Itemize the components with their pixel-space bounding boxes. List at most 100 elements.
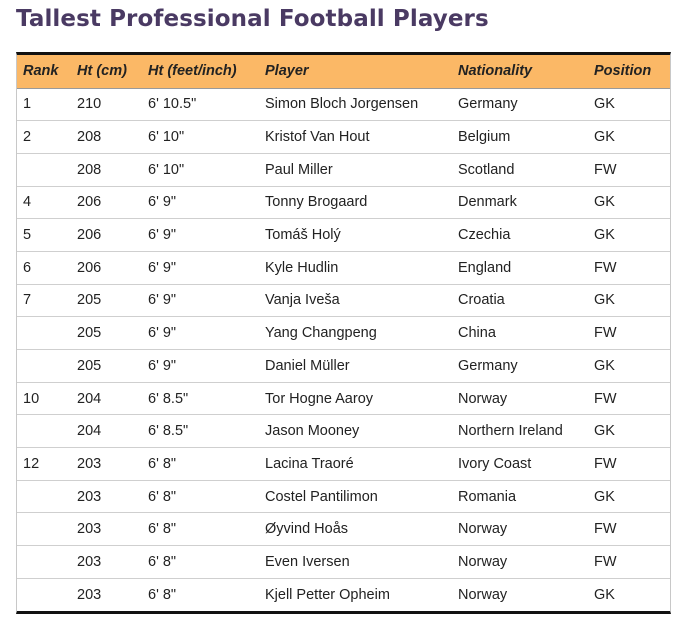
cell-height-feet: 6' 9" xyxy=(142,349,259,383)
page-title: Tallest Professional Football Players xyxy=(16,6,489,32)
cell-height-feet: 6' 8.5" xyxy=(142,382,259,416)
column-header-nationality: Nationality xyxy=(452,55,588,89)
cell-nationality: Norway xyxy=(452,545,588,579)
cell-height-cm: 203 xyxy=(77,586,102,603)
cell-height-cm: 204 xyxy=(71,382,142,416)
cell-player: Kyle Hudlin xyxy=(259,251,452,285)
cell-nationality: Norway xyxy=(458,586,508,603)
cell-nationality: Romania xyxy=(452,480,588,514)
column-header-position: Position xyxy=(588,55,670,89)
table-row: 1 210 6' 10.5" Simon Bloch Jorgensen Germany… xyxy=(17,88,670,122)
cell-rank xyxy=(17,512,71,547)
cell-height-cm: 206 xyxy=(71,218,142,252)
header-row: Rank Ht (cm) Ht (feet/inch) Player Natio… xyxy=(17,55,670,89)
cell-height-feet: 6' 9" xyxy=(142,284,259,318)
cell-height-feet: 6' 10" xyxy=(142,120,259,154)
table-row: 204 6' 8.5" Jason Mooney Northern Ireland GK xyxy=(17,414,670,449)
column-header-rank: Rank xyxy=(17,55,71,89)
cell-nationality: England xyxy=(452,251,588,285)
table-row: 12 203 6' 8" Lacina Traoré Ivory Coast FW xyxy=(17,447,670,481)
column-header-height-cm: Ht (cm) xyxy=(71,55,142,89)
cell-height-cm: 206 xyxy=(71,186,142,220)
cell-position: GK xyxy=(588,186,670,220)
table-row: 203 6' 8" Kjell Petter Opheim Norway GK xyxy=(17,578,670,611)
cell-rank: 1 xyxy=(17,88,71,122)
cell-position: FW xyxy=(588,382,670,416)
table-row: 5 206 6' 9" Tomáš Holý Czechia GK xyxy=(17,218,670,252)
table-row: 6 206 6' 9" Kyle Hudlin England FW xyxy=(17,251,670,285)
cell-position: GK xyxy=(588,414,670,449)
column-header-player: Player xyxy=(259,55,452,89)
cell-height-cm: 203 xyxy=(71,545,142,579)
cell-nationality: Northern Ireland xyxy=(452,414,588,449)
cell-player: Tonny Brogaard xyxy=(259,186,452,220)
cell-rank xyxy=(17,480,71,514)
table-row: 7 205 6' 9" Vanja Iveša Croatia GK xyxy=(17,284,670,318)
cell-nationality: Germany xyxy=(452,349,588,383)
cell-height-cm: 204 xyxy=(71,414,142,449)
cell-nationality: Norway xyxy=(452,512,588,547)
cell-player: Yang Changpeng xyxy=(259,316,452,350)
cell-player: Costel Pantilimon xyxy=(259,480,452,514)
cell-rank: 7 xyxy=(17,284,71,318)
cell-position: FW xyxy=(588,545,670,579)
cell-height-cm: 205 xyxy=(71,284,142,318)
cell-position: FW xyxy=(588,153,670,187)
cell-height-feet: 6' 8" xyxy=(142,480,259,514)
table-body: 1 210 6' 10.5" Simon Bloch Jorgensen Germany… xyxy=(17,88,670,611)
cell-rank: 6 xyxy=(17,251,71,285)
cell-height-cm: 210 xyxy=(71,88,142,122)
table-row: 208 6' 10" Paul Miller Scotland FW xyxy=(17,153,670,187)
cell-position: FW xyxy=(588,251,670,285)
cell-nationality: Norway xyxy=(452,382,588,416)
cell-height-cm: 203 xyxy=(71,447,142,481)
cell-height-feet: 6' 10.5" xyxy=(142,88,259,122)
cell-player: Daniel Müller xyxy=(259,349,452,383)
cell-position: GK xyxy=(588,88,670,122)
cell-rank xyxy=(17,153,71,187)
cell-rank: 4 xyxy=(17,186,71,220)
cell-nationality: Scotland xyxy=(452,153,588,187)
cell-nationality: Germany xyxy=(452,88,588,122)
table-row: 2 208 6' 10" Kristof Van Hout Belgium GK xyxy=(17,120,670,154)
cell-height-cm: 203 xyxy=(71,480,142,514)
cell-nationality: China xyxy=(452,316,588,350)
cell-player: Vanja Iveša xyxy=(259,284,452,318)
table-row: 4 206 6' 9" Tonny Brogaard Denmark GK xyxy=(17,186,670,220)
cell-player: Tor Hogne Aaroy xyxy=(259,382,452,416)
cell-height-cm: 206 xyxy=(71,251,142,285)
cell-player: Lacina Traoré xyxy=(259,447,452,481)
cell-player: Paul Miller xyxy=(259,153,452,187)
cell-height-feet: 6' 8" xyxy=(142,545,259,579)
cell-player: Tomáš Holý xyxy=(259,218,452,252)
cell-player: Jason Mooney xyxy=(259,414,452,449)
table-row: 203 6' 8" Even Iversen Norway FW xyxy=(17,545,670,579)
cell-position: GK xyxy=(588,349,670,383)
cell-player: Kristof Van Hout xyxy=(259,120,452,154)
table-row: 205 6' 9" Daniel Müller Germany GK xyxy=(17,349,670,383)
cell-nationality: Belgium xyxy=(452,120,588,154)
cell-nationality: Czechia xyxy=(452,218,588,252)
cell-player: Kjell Petter Opheim xyxy=(265,586,390,603)
cell-rank: 12 xyxy=(17,447,71,481)
cell-rank xyxy=(17,545,71,579)
cell-position: GK xyxy=(588,218,670,252)
cell-player: Simon Bloch Jorgensen xyxy=(259,88,452,122)
cell-height-cm: 203 xyxy=(71,512,142,547)
cell-position: GK xyxy=(588,480,670,514)
cell-height-feet: 6' 8" xyxy=(142,512,259,547)
table-row: 205 6' 9" Yang Changpeng China FW xyxy=(17,316,670,350)
cell-height-cm: 205 xyxy=(71,349,142,383)
cell-height-feet: 6' 9" xyxy=(142,218,259,252)
cell-player: Øyvind Hoås xyxy=(259,512,452,547)
cell-position: FW xyxy=(588,447,670,481)
cell-position: GK xyxy=(588,120,670,154)
cell-rank xyxy=(17,578,71,611)
cell-position: GK xyxy=(588,284,670,318)
cell-rank xyxy=(17,414,71,449)
column-header-height-feet: Ht (feet/inch) xyxy=(142,55,259,89)
cell-height-feet: 6' 9" xyxy=(142,251,259,285)
cell-position: FW xyxy=(588,512,670,547)
cell-position: GK xyxy=(594,586,615,603)
cell-height-feet: 6' 8" xyxy=(148,586,177,603)
